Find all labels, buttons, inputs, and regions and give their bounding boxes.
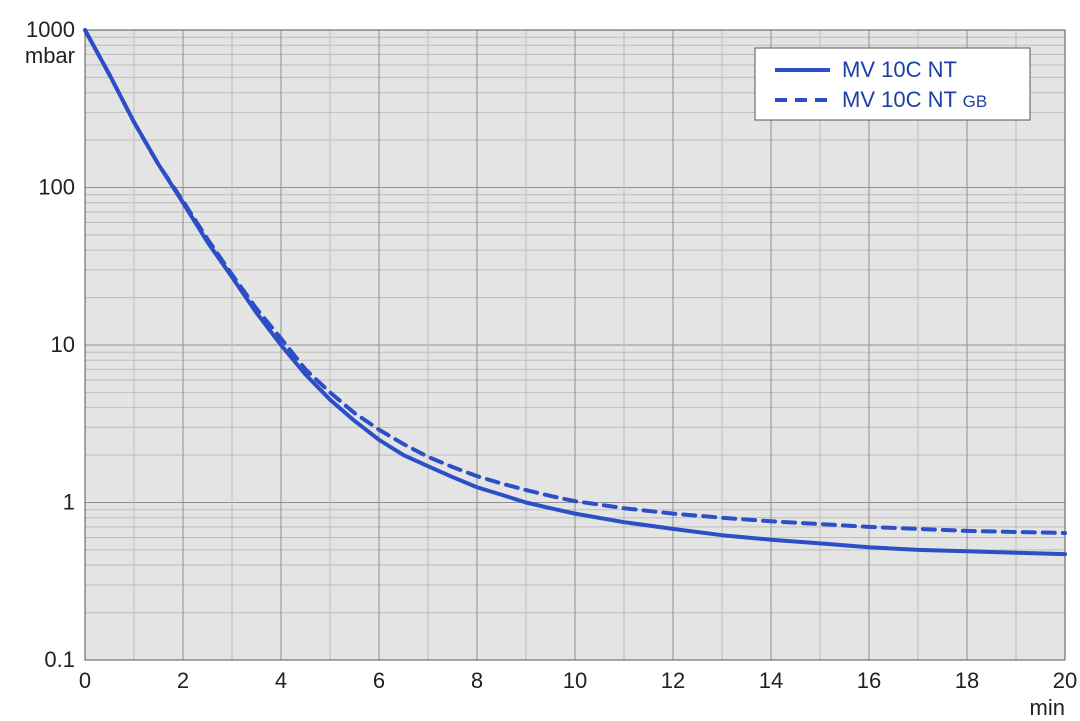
x-tick-label: 18 bbox=[955, 668, 979, 693]
y-tick-label: 10 bbox=[51, 332, 75, 357]
legend-label: MV 10C NT bbox=[842, 57, 957, 82]
y-tick-label: 100 bbox=[38, 175, 75, 200]
chart-container: 0 2 4 6 8 10 12 14 16 18 20min 0.1 1 10 100 1000mbar MV … bbox=[0, 0, 1080, 721]
y-axis-unit: mbar bbox=[25, 43, 75, 68]
x-tick-label: 12 bbox=[661, 668, 685, 693]
x-axis-unit: min bbox=[1030, 695, 1065, 720]
pumpdown-chart: 0 2 4 6 8 10 12 14 16 18 20min 0.1 1 10 100 1000mbar MV … bbox=[0, 0, 1080, 721]
y-tick-label: 0.1 bbox=[44, 647, 75, 672]
x-tick-label: 2 bbox=[177, 668, 189, 693]
y-tick-label: 1 bbox=[63, 490, 75, 515]
x-tick-label: 0 bbox=[79, 668, 91, 693]
x-tick-label: 20 bbox=[1053, 668, 1077, 693]
x-tick-label: 10 bbox=[563, 668, 587, 693]
x-tick-label: 4 bbox=[275, 668, 287, 693]
y-tick-label: 1000 bbox=[26, 17, 75, 42]
x-tick-label: 6 bbox=[373, 668, 385, 693]
x-tick-label: 16 bbox=[857, 668, 881, 693]
x-tick-label: 8 bbox=[471, 668, 483, 693]
x-tick-label: 14 bbox=[759, 668, 783, 693]
